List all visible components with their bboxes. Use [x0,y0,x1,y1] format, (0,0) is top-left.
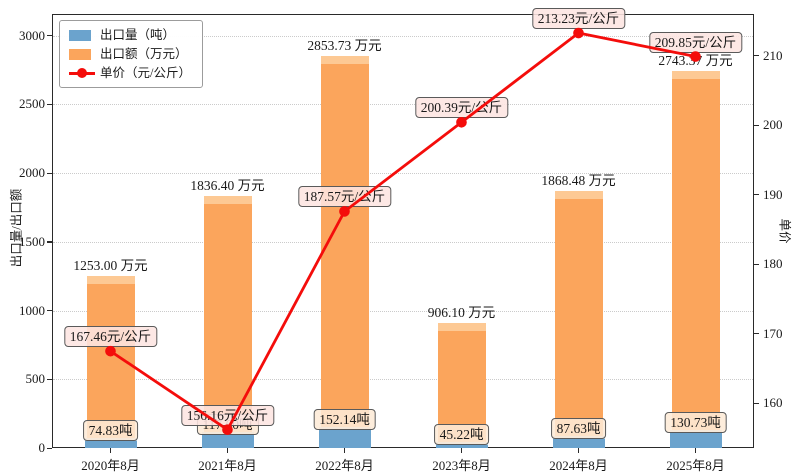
grid-line [53,310,753,312]
grid-line [53,241,753,243]
left-tick-label: 2500 [19,96,45,112]
bar-export-volume [318,427,371,448]
left-axis-title: 出口量/出口额 [9,188,24,268]
legend-item: 出口量（吨） [69,28,191,42]
x-tick-label: 2024年8月 [549,458,608,473]
unit-price-badge: 156.16元/公斤 [180,404,275,426]
legend: 出口量（吨） 出口额（万元） 单价（元/公斤） [59,20,203,88]
left-tick-mark [47,172,52,174]
unit-price-badge: 213.23元/公斤 [531,8,626,30]
export-amount-label: 1253.00 万元 [73,257,148,273]
grid-line [53,173,753,175]
left-tick-mark [47,447,52,449]
legend-item: 出口额（万元） [69,47,191,61]
right-tick-mark [754,402,759,404]
x-tick-mark [226,448,229,453]
export-amount-label: 1868.48 万元 [541,173,616,189]
export-amount-label: 906.10 万元 [427,305,496,321]
left-tick-label: 3000 [19,27,45,43]
x-tick-mark [694,448,697,453]
export-amount-label: 2743.37 万元 [658,52,733,68]
bar-export-amount [554,191,603,448]
left-tick-label: 1000 [19,302,45,318]
right-tick-label: 180 [763,256,783,271]
right-tick-mark [754,124,759,126]
right-tick-label: 190 [763,186,783,202]
legend-swatch-icon [69,48,91,60]
x-tick-label: 2025年8月 [666,458,725,473]
bar-export-volume [552,435,605,448]
x-tick-label: 2022年8月 [315,458,374,473]
unit-price-badge: 187.57元/公斤 [297,186,392,208]
legend-swatch-icon [69,29,91,41]
legend-line-marker-icon [69,68,95,79]
export-amount-label: 1836.40 万元 [190,177,265,193]
x-tick-mark [460,448,463,453]
left-tick-label: 1500 [19,233,45,249]
export-volume-badge: 130.73吨 [664,412,727,434]
export-volume-badge: 87.63吨 [550,417,607,439]
legend-item: 单价（元/公斤） [69,66,191,80]
legend-label: 单价（元/公斤） [100,66,191,80]
bar-export-volume [201,431,254,448]
left-tick-mark [47,35,52,37]
export-amount-label: 2853.73 万元 [307,37,382,53]
bar-export-volume [84,437,137,448]
right-axis-title: 单价 [777,218,792,244]
right-tick-mark [754,263,759,265]
unit-price-badge: 167.46元/公斤 [63,326,158,348]
right-tick-label: 200 [763,117,783,132]
export-volume-badge: 74.83吨 [82,419,139,441]
bar-export-volume [669,430,722,448]
right-tick-label: 170 [763,325,783,341]
right-tick-label: 210 [763,47,783,63]
unit-price-badge: 200.39元/公斤 [414,97,509,119]
left-tick-mark [47,310,52,312]
bar-export-volume [435,441,488,448]
x-tick-label: 2020年8月 [81,458,140,473]
right-tick-label: 160 [763,395,783,410]
x-tick-label: 2023年8月 [432,458,491,473]
left-tick-mark [47,103,52,106]
export-volume-badge: 45.22吨 [433,423,490,445]
export-volume-badge: 152.14吨 [313,409,376,431]
x-tick-mark [577,448,580,453]
right-tick-mark [754,55,759,57]
grid-line [53,379,753,381]
unit-price-badge: 209.85元/公斤 [648,31,743,53]
right-tick-mark [754,333,759,335]
x-tick-mark [109,448,112,453]
left-tick-mark [47,378,52,380]
left-tick-mark [47,241,52,243]
left-tick-label: 0 [38,440,46,455]
left-tick-label: 2000 [19,165,45,181]
legend-label: 出口量（吨） [100,28,176,42]
right-tick-mark [754,194,759,196]
bar-export-amount [320,55,369,448]
legend-label: 出口额（万元） [100,47,188,61]
bar-export-amount [671,70,720,448]
x-tick-label: 2021年8月 [198,458,257,473]
grid-line [53,104,753,106]
left-tick-label: 500 [25,371,46,387]
x-tick-mark [343,448,346,453]
